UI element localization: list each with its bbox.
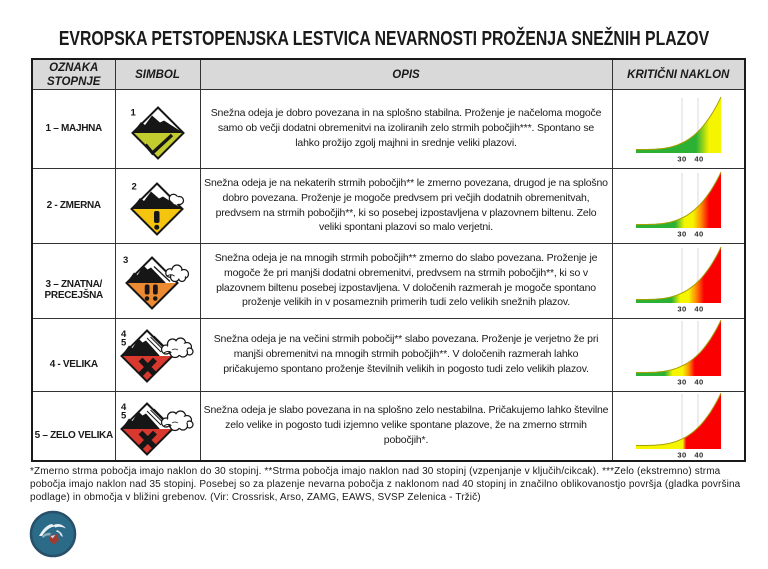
svg-text:40: 40 [694,450,703,459]
svg-text:40: 40 [694,229,703,238]
svg-text:30: 30 [677,450,686,459]
svg-text:40: 40 [694,378,703,387]
svg-text:30: 30 [677,155,686,164]
svg-text:5: 5 [121,411,127,422]
svg-text:1: 1 [131,108,137,119]
svg-text:4: 4 [121,329,127,340]
svg-text:2: 2 [132,181,137,192]
svg-text:5: 5 [121,337,127,348]
svg-text:40: 40 [694,155,703,164]
svg-text:30: 30 [677,378,686,387]
svg-text:30: 30 [677,304,686,313]
svg-text:40: 40 [694,304,703,313]
svg-text:30: 30 [677,229,686,238]
svg-text:4: 4 [121,402,127,413]
svg-text:3: 3 [123,255,128,266]
